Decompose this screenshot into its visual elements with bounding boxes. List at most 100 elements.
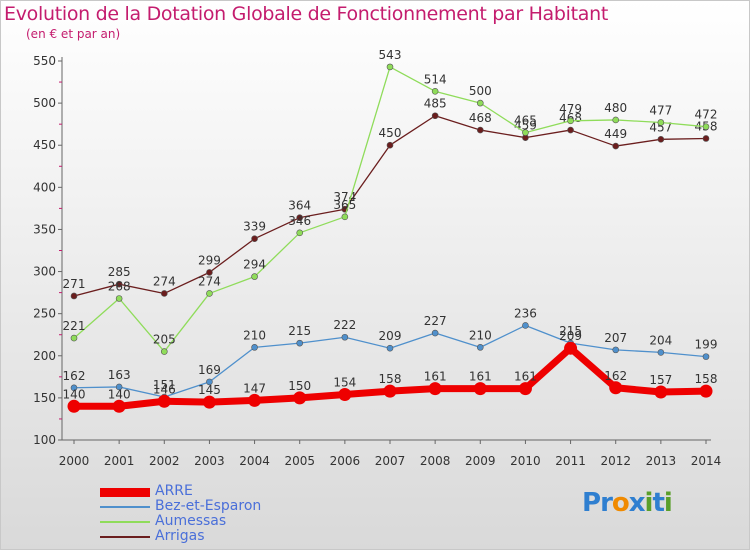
x-tick-label: 2007 [375, 454, 406, 468]
data-point [296, 214, 304, 221]
x-tick-label: 2004 [239, 454, 270, 468]
x-tick-label: 2010 [510, 454, 541, 468]
x-tick-label: 2012 [600, 454, 631, 468]
data-label: 227 [424, 314, 447, 328]
y-tick-label: 300 [33, 265, 56, 279]
data-point [702, 353, 710, 360]
data-label: 150 [288, 379, 311, 393]
data-label: 339 [243, 220, 266, 234]
data-label: 364 [288, 199, 311, 213]
data-label: 147 [243, 381, 266, 395]
legend-swatch [100, 506, 150, 508]
logo-letter: P [582, 488, 601, 518]
data-label: 468 [469, 111, 492, 125]
data-label: 374 [333, 190, 356, 204]
data-point [251, 235, 258, 243]
data-label: 472 [695, 108, 718, 122]
data-label: 457 [649, 120, 672, 134]
data-label: 365 [333, 198, 356, 212]
data-label: 161 [469, 370, 492, 384]
data-label: 222 [333, 318, 356, 332]
logo-letter: x [628, 488, 646, 518]
data-point [431, 88, 439, 95]
data-label: 209 [379, 329, 402, 343]
data-label: 215 [559, 324, 582, 338]
x-tick-label: 2005 [284, 454, 315, 468]
data-point [341, 333, 349, 341]
legend-label: ARRE [155, 483, 193, 499]
data-point [657, 136, 665, 143]
data-label: 299 [198, 253, 221, 267]
data-label: 480 [604, 101, 627, 115]
data-label: 140 [108, 387, 131, 401]
data-point [251, 273, 258, 280]
data-point [157, 394, 171, 408]
y-tick-label: 200 [33, 349, 56, 363]
data-point [609, 381, 623, 395]
data-point [341, 213, 349, 221]
x-tick-label: 2001 [104, 454, 135, 468]
data-point [115, 295, 123, 302]
y-tick-label: 100 [33, 433, 56, 447]
data-label: 465 [514, 114, 537, 128]
data-point [67, 399, 81, 413]
data-point [567, 126, 574, 134]
data-point [206, 269, 213, 276]
data-point [476, 126, 484, 134]
data-point [70, 334, 78, 342]
x-tick-label: 2011 [555, 454, 586, 468]
logo-letter: r [600, 488, 613, 518]
data-point [70, 384, 78, 392]
data-label: 215 [288, 324, 311, 338]
data-point [654, 385, 668, 399]
data-point [386, 63, 394, 71]
data-label: 209 [559, 329, 582, 343]
data-point [248, 393, 262, 407]
data-point [115, 383, 123, 391]
data-point [564, 341, 578, 355]
data-point [206, 378, 213, 386]
data-label: 199 [695, 338, 718, 352]
data-label: 169 [198, 363, 221, 377]
data-label: 210 [469, 328, 492, 342]
logo-letter: t [652, 488, 664, 518]
data-label: 271 [63, 277, 86, 291]
x-tick-label: 2006 [330, 454, 361, 468]
data-label: 140 [63, 387, 86, 401]
x-tick-label: 2000 [59, 454, 90, 468]
y-tick-label: 350 [33, 222, 56, 236]
data-label: 157 [649, 373, 672, 387]
data-label: 161 [424, 370, 447, 384]
data-point [338, 388, 352, 402]
y-tick-label: 450 [33, 138, 56, 152]
data-point [699, 384, 713, 398]
data-label: 154 [333, 376, 356, 390]
x-tick-label: 2003 [194, 454, 225, 468]
legend-swatch [100, 536, 150, 538]
data-point [202, 395, 216, 409]
data-label: 210 [243, 328, 266, 342]
data-label: 207 [604, 331, 627, 345]
y-tick-label: 150 [33, 391, 56, 405]
data-point [112, 399, 126, 413]
data-point [476, 344, 484, 351]
y-tick-label: 550 [33, 54, 56, 68]
data-label: 221 [63, 319, 86, 333]
data-label: 346 [288, 214, 311, 228]
data-label: 479 [559, 102, 582, 116]
data-point [251, 344, 258, 351]
data-label: 146 [153, 382, 176, 396]
data-label: 162 [604, 369, 627, 383]
data-point [522, 129, 529, 136]
chart-title: Evolution de la Dotation Globale de Fonc… [4, 3, 609, 25]
data-point [522, 322, 529, 329]
legend-label: Arrigas [155, 528, 205, 544]
data-point [612, 142, 620, 150]
data-point [612, 116, 620, 124]
data-point [473, 382, 487, 396]
legend-label: Bez-et-Esparon [155, 498, 262, 514]
data-point [657, 349, 665, 356]
logo-letter: i [644, 488, 654, 518]
data-point [476, 99, 484, 107]
